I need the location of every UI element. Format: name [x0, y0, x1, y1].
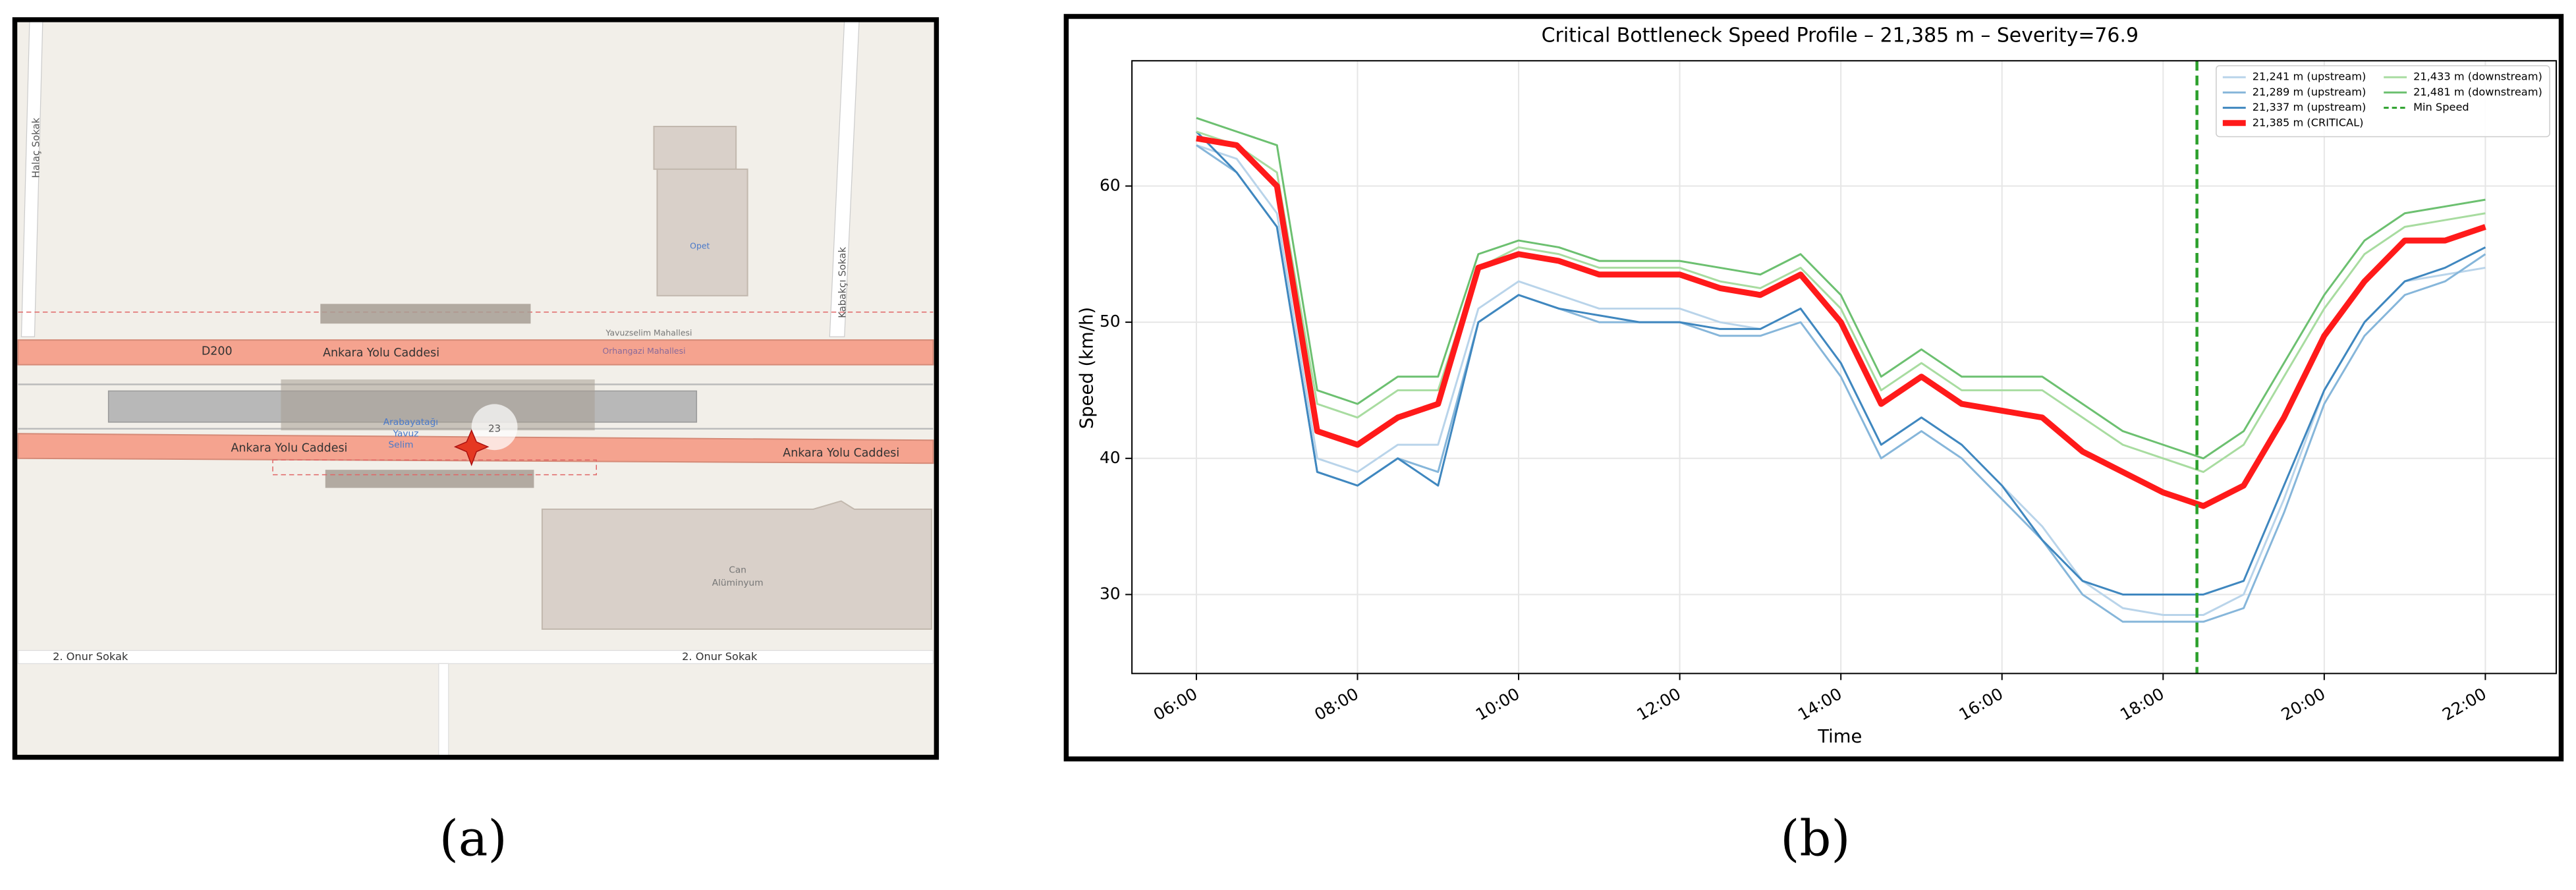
series-line: [1195, 130, 2486, 596]
location-marker: [453, 429, 490, 466]
road: [17, 650, 934, 665]
legend-label: 21,337 m (upstream): [2253, 101, 2366, 113]
district-label: Yavuzselim Mahallesi: [605, 328, 692, 338]
district-label: Orhangazi Mahallesi: [603, 346, 686, 356]
street-label: 2. Onur Sokak: [53, 650, 128, 663]
series-line: [1196, 130, 2486, 473]
station-platform: [320, 304, 531, 324]
station-platform: [281, 379, 595, 431]
chart-title: Critical Bottleneck Speed Profile – 21,3…: [1542, 24, 2139, 47]
station-label: Selim: [388, 440, 413, 451]
y-tick-label: 60: [1100, 175, 1121, 194]
legend-label: Min Speed: [2413, 101, 2469, 113]
route-label: D200: [202, 345, 233, 358]
legend-box: [2216, 65, 2550, 138]
series-line: [1196, 144, 2486, 623]
y-tick-label: 30: [1100, 584, 1121, 603]
building: [541, 500, 932, 630]
station-label: Arabayatağı: [383, 417, 438, 428]
series-line: [1196, 117, 2486, 460]
legend-label: 21,433 m (downstream): [2413, 70, 2542, 83]
building-label: Can: [729, 565, 746, 575]
y-tick-label: 50: [1100, 312, 1121, 331]
poi-label: Opet: [690, 241, 710, 251]
marker-circle: [471, 404, 518, 451]
y-axis-label: Speed (km/h): [1077, 307, 1097, 429]
x-axis-label: Time: [1817, 727, 1862, 747]
marker-label: 23: [488, 422, 501, 434]
street-label: Halaç Sokak: [30, 117, 42, 178]
station-platform: [325, 470, 534, 488]
axes-frame: [1131, 60, 2558, 675]
building-label: Alüminyum: [712, 578, 764, 588]
legend-label: 21,385 m (CRITICAL): [2253, 116, 2364, 128]
y-tick-label: 40: [1100, 448, 1121, 467]
building: [656, 168, 748, 296]
street-label: Kabakçı Sokak: [837, 247, 849, 318]
legend-label: 21,289 m (upstream): [2253, 86, 2366, 98]
road: [17, 339, 934, 366]
road-label: Ankara Yolu Caddesi: [783, 447, 899, 460]
map-frame: [12, 17, 939, 760]
road-label: Ankara Yolu Caddesi: [323, 347, 439, 360]
legend-label: 21,481 m (downstream): [2413, 86, 2542, 98]
series-line: [1196, 135, 2486, 509]
road: [438, 663, 449, 758]
station-label: Yavuz: [393, 428, 419, 439]
street-label: 2. Onur Sokak: [682, 650, 758, 663]
map: Halaç Sokak Opet Yavuzselim Mahallesi D2…: [12, 17, 939, 760]
building: [653, 126, 737, 170]
boundary: [272, 459, 597, 476]
legend-label: 21,241 m (upstream): [2253, 70, 2366, 83]
panel-label: (a): [439, 810, 507, 868]
panel-label: (b): [1780, 810, 1850, 868]
road-label: Ankara Yolu Caddesi: [231, 442, 347, 455]
